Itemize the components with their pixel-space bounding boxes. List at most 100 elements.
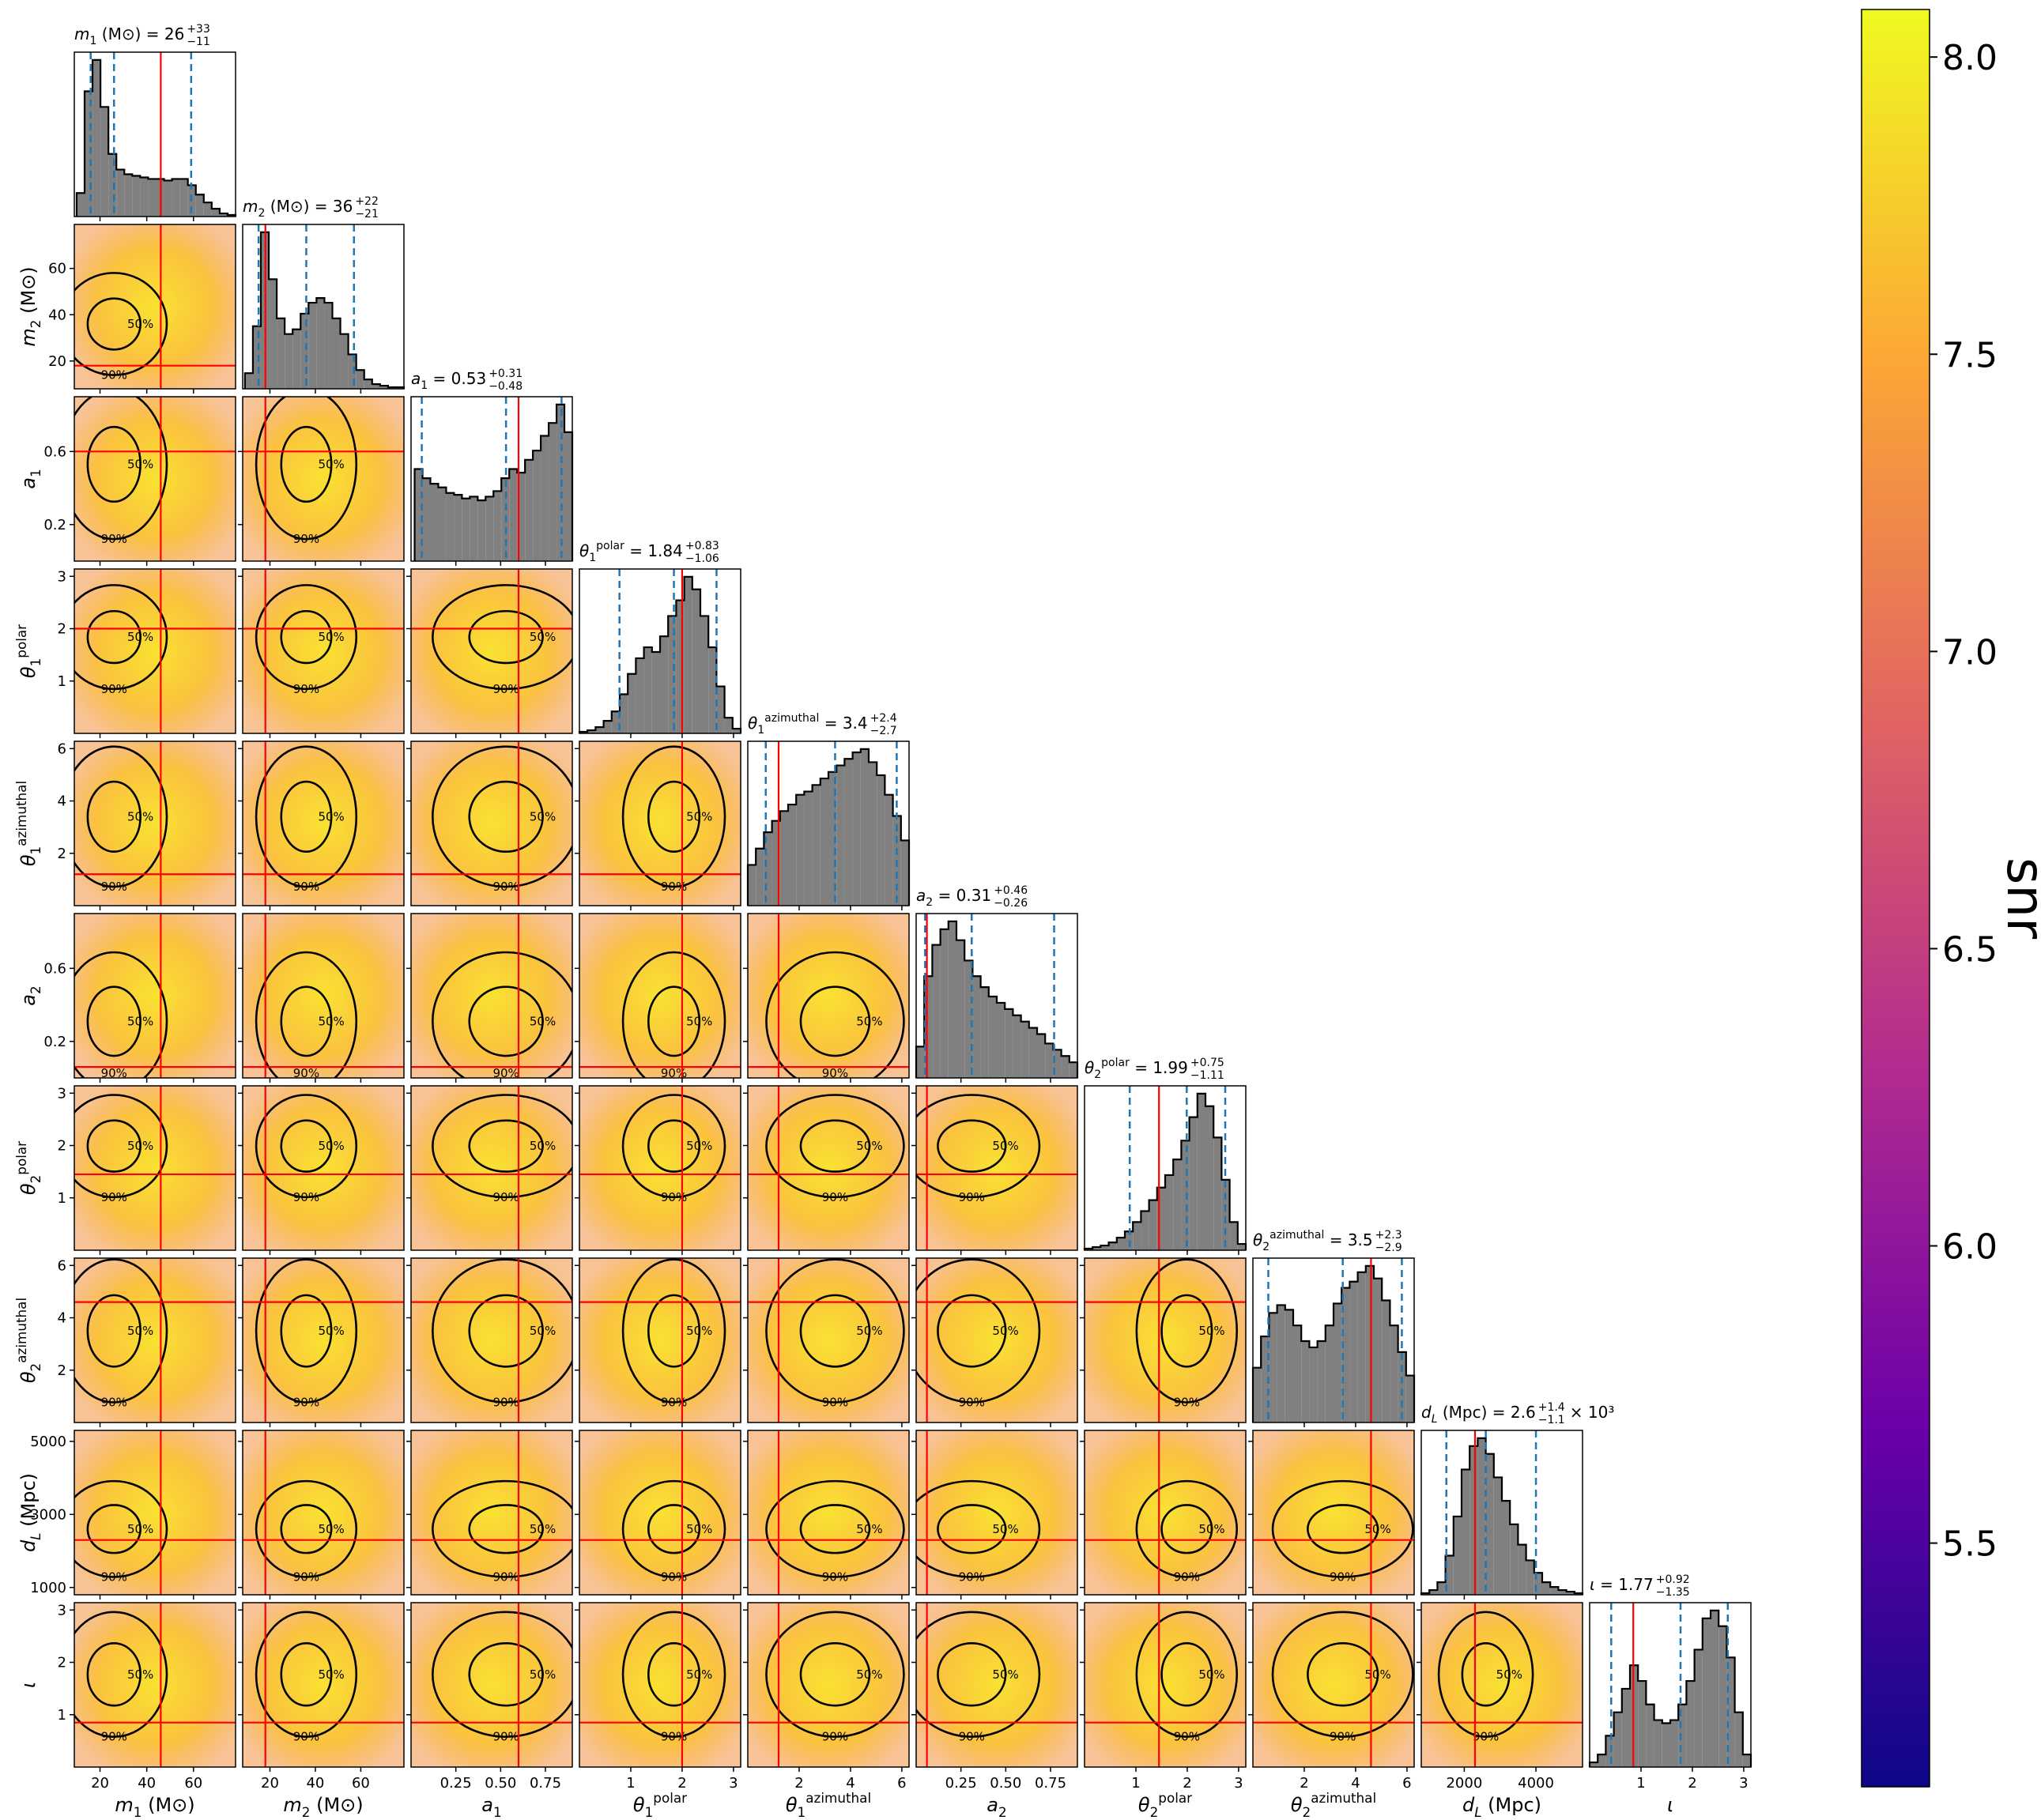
- panel-frame: [242, 568, 405, 734]
- subscript: L: [28, 1532, 43, 1539]
- x-tick-label: 2000: [1446, 1775, 1482, 1792]
- symbol: a: [17, 477, 40, 489]
- title-minus: −1.35: [1656, 1586, 1690, 1599]
- hist-bar: [1390, 1325, 1398, 1422]
- scatter-density: [748, 914, 909, 1078]
- scatter-density: [243, 397, 404, 561]
- panel-title: m1 (M⊙) = 26: [74, 24, 184, 47]
- scatter-density: [1253, 1603, 1414, 1767]
- contours: 50% 90%: [765, 1258, 905, 1409]
- contours: 50% 90%: [916, 1611, 1041, 1744]
- contour-label: 50%: [686, 1667, 712, 1682]
- contour-50: [937, 1641, 1007, 1707]
- hist-bar: [628, 673, 636, 733]
- symbol: θ: [17, 1183, 40, 1195]
- subscript: 2: [998, 1804, 1007, 1820]
- contours: 50% 90%: [432, 1479, 572, 1584]
- contour-90: [74, 1258, 168, 1404]
- title-value: = 0.31: [933, 886, 991, 905]
- hist-bar: [1205, 1106, 1214, 1250]
- panel-frame: [74, 740, 236, 906]
- contour-50: [86, 1119, 141, 1173]
- scatter-density: [579, 1430, 741, 1595]
- x-tick-label: 0.25: [440, 1775, 472, 1792]
- contour-label: 50%: [318, 1139, 344, 1153]
- hist-bar: [1237, 1244, 1246, 1250]
- title-minus: −1.06: [685, 552, 719, 565]
- symbol: θ: [786, 1794, 798, 1816]
- contours: 50% 90%: [255, 397, 358, 546]
- contour-50: [647, 1641, 701, 1707]
- symbol: d: [17, 1539, 40, 1552]
- contour-50: [1160, 1294, 1213, 1368]
- contours: 50% 90%: [1271, 1611, 1414, 1744]
- contour-50: [1307, 1504, 1379, 1554]
- contour-50: [468, 985, 544, 1057]
- title-plus: +22: [355, 195, 379, 208]
- x-axis-label: m2 (M⊙): [283, 1794, 363, 1820]
- contour-label: 50%: [127, 1139, 153, 1153]
- hist-bar: [980, 987, 989, 1078]
- contour-label: 50%: [127, 317, 153, 331]
- contour-label: 50%: [856, 1014, 882, 1028]
- contour-label: 50%: [530, 809, 556, 823]
- contour-label: 50%: [127, 458, 153, 472]
- scatter-density: [916, 1086, 1077, 1250]
- hist-bar: [820, 778, 828, 906]
- contour-label: 90%: [293, 532, 319, 546]
- contour-50: [86, 985, 141, 1057]
- hist-bar: [1711, 1610, 1719, 1767]
- contour-90: [255, 1479, 358, 1578]
- hist-bar: [1100, 1245, 1109, 1250]
- contour-label: 50%: [1364, 1667, 1390, 1682]
- panel-frame: [1084, 1085, 1247, 1251]
- hist-bar: [1133, 1222, 1141, 1250]
- y-tick-label: 1: [58, 1190, 66, 1207]
- contour-label: 50%: [1198, 1522, 1224, 1536]
- hist-bar: [414, 469, 423, 561]
- hist-bar: [1590, 1762, 1598, 1767]
- contour-label: 50%: [318, 630, 344, 644]
- hist-bar: [1718, 1626, 1727, 1767]
- hist-bar: [1013, 1015, 1021, 1078]
- x-tick-label: 40: [306, 1775, 324, 1792]
- panel-frame: [410, 1257, 573, 1423]
- hist-bar: [1173, 1159, 1182, 1250]
- scatter-density: [411, 569, 572, 733]
- hist-bar: [1277, 1305, 1285, 1422]
- contour-label: 50%: [686, 1139, 712, 1153]
- hist-bar: [620, 694, 628, 733]
- symbol: θ: [748, 714, 757, 733]
- contour-label: 90%: [293, 1066, 319, 1080]
- superscript: polar: [1101, 1057, 1130, 1069]
- hist-bar: [1317, 1340, 1326, 1422]
- x-tick-label: 0.50: [990, 1775, 1021, 1792]
- panel-frame: [410, 913, 573, 1079]
- contour-90: [1135, 1258, 1239, 1404]
- superscript: azimuthal: [13, 781, 29, 846]
- hist-bar: [948, 921, 956, 1078]
- contour-90: [74, 745, 168, 888]
- colorbar-label: snr: [1995, 857, 2041, 940]
- subscript: 2: [28, 1175, 43, 1184]
- panel-frame: [410, 740, 573, 906]
- scatter-density: [748, 1430, 909, 1595]
- symbol: ι: [1590, 1575, 1595, 1594]
- hist-bar: [219, 213, 228, 217]
- panel-frame: [915, 913, 1078, 1079]
- hist-bar: [1325, 1325, 1334, 1422]
- contour-50: [86, 1641, 141, 1707]
- contour-label: 50%: [856, 1522, 882, 1536]
- scatter-density: [411, 741, 572, 906]
- contour-label: 50%: [1496, 1667, 1522, 1682]
- hist-bar: [1670, 1720, 1679, 1767]
- contours: 50% 90%: [74, 1479, 168, 1584]
- hist-bar: [1020, 1021, 1029, 1078]
- panel-frame: [747, 1257, 910, 1423]
- x-tick-label: 20: [261, 1775, 279, 1792]
- hist-bar: [1605, 1735, 1614, 1767]
- panel-frame: [74, 1257, 236, 1423]
- panel-title: dL (Mpc) = 2.6: [1421, 1403, 1536, 1426]
- contour-50: [280, 780, 333, 853]
- hist-bar: [924, 976, 933, 1078]
